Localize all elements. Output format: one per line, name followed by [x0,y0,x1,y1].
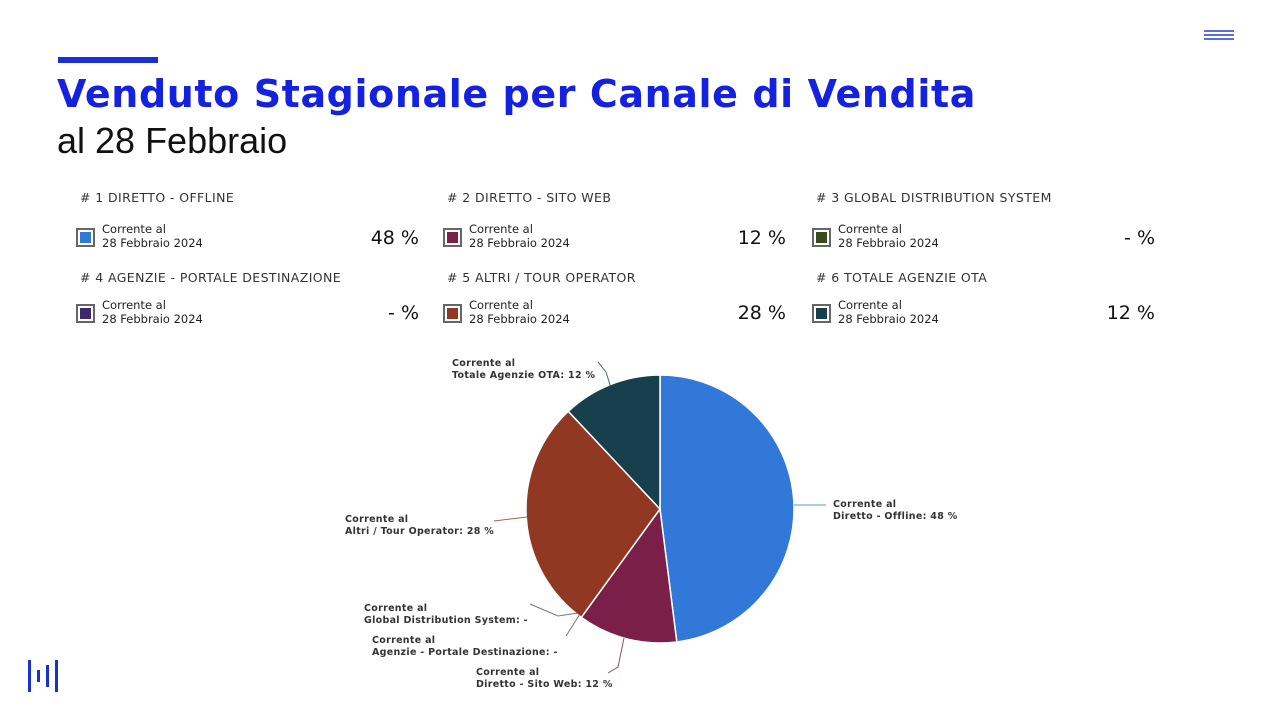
slice-label-diretto-offline: Corrente al Diretto - Offline: 48 % [833,499,958,522]
label-line: 28 Febbraio 2024 [838,312,939,326]
label-line: Corrente al [102,298,166,312]
leader-line-totale-agenzie-ota [597,361,612,389]
slice-label-altri-tour-operator: Corrente al Altri / Tour Operator: 28 % [345,514,494,537]
slice-label-line: Agenzie - Portale Destinazione: - [372,647,558,658]
legend-card-global-distribution: # 3 GLOBAL DISTRIBUTION SYSTEM Corrente … [812,190,1157,250]
slice-label-line: Corrente al [833,499,896,510]
slice-label-global-distribution: Corrente al Global Distribution System: - [364,603,528,626]
legend-card-value: 48 % [370,227,419,249]
legend-card-altri-tour-operator: # 5 ALTRI / TOUR OPERATOR Corrente al 28 … [443,270,788,330]
slice-label-line: Corrente al [345,514,408,525]
brand-logo-icon [28,660,62,692]
legend-swatch [812,304,831,323]
page-subtitle: al 28 Febbraio [57,120,288,161]
swatch-fill [447,308,458,319]
legend-card-title: # 6 TOTALE AGENZIE OTA [816,270,988,285]
legend-swatch [76,228,95,247]
label-line: Corrente al [469,222,533,236]
leader-line-altri-tour-operator [493,516,528,522]
legend-card-label: Corrente al 28 Febbraio 2024 [469,298,570,326]
legend-card-value: 28 % [737,302,786,324]
label-line: 28 Febbraio 2024 [838,236,939,250]
legend-card-label: Corrente al 28 Febbraio 2024 [102,298,203,326]
legend-card-title: # 3 GLOBAL DISTRIBUTION SYSTEM [816,190,1052,205]
legend-card-label: Corrente al 28 Febbraio 2024 [838,222,939,250]
label-line: Corrente al [838,298,902,312]
slice-label-agenzie-portale: Corrente al Agenzie - Portale Destinazion… [372,635,558,658]
legend-card-label: Corrente al 28 Febbraio 2024 [102,222,203,250]
legend-card-diretto-offline: # 1 DIRETTO - OFFLINE Corrente al 28 Febb… [76,190,421,250]
swatch-fill [447,232,458,243]
logo-bar [37,670,40,682]
legend-card-label: Corrente al 28 Febbraio 2024 [469,222,570,250]
slice-label-line: Altri / Tour Operator: 28 % [345,526,494,537]
label-line: 28 Febbraio 2024 [469,312,570,326]
page-title: Venduto Stagionale per Canale di Vendita [57,72,976,116]
logo-bar [28,660,31,692]
label-line: Corrente al [838,222,902,236]
menu-line [1204,34,1234,36]
slice-label-line: Totale Agenzie OTA: 12 % [452,370,595,381]
label-line: Corrente al [469,298,533,312]
legend-card-value: - % [1124,227,1155,249]
legend-swatch [812,228,831,247]
swatch-fill [80,232,91,243]
legend-card-agenzie-portale: # 4 AGENZIE - PORTALE DESTINAZIONE Corre… [76,270,421,330]
legend-card-totale-agenzie-ota: # 6 TOTALE AGENZIE OTA Corrente al 28 Feb… [812,270,1157,330]
legend-card-value: 12 % [1106,302,1155,324]
legend-card-title: # 4 AGENZIE - PORTALE DESTINAZIONE [80,270,342,285]
slice-label-line: Corrente al [476,667,539,678]
legend-swatch [443,228,462,247]
pie-slice-totale-agenzie-ota [567,374,661,511]
label-line: 28 Febbraio 2024 [102,236,203,250]
legend-card-title: # 1 DIRETTO - OFFLINE [80,190,235,205]
slice-label-totale-agenzie-ota: Corrente al Totale Agenzie OTA: 12 % [452,358,595,381]
leader-line-agenzie-portale [565,613,581,637]
legend-card-title: # 5 ALTRI / TOUR OPERATOR [447,270,636,285]
logo-bar [46,665,49,687]
slice-label-line: Global Distribution System: - [364,615,528,626]
pie-slice-diretto-offline [659,374,795,643]
slice-label-line: Diretto - Sito Web: 12 % [476,679,613,690]
leader-line-diretto-sito-web [607,637,625,674]
menu-line [1204,30,1234,32]
slice-label-line: Corrente al [452,358,515,369]
title-accent-bar [58,57,158,63]
legend-card-value: 12 % [737,227,786,249]
legend-swatch [443,304,462,323]
menu-line [1204,38,1234,40]
pie-slice-diretto-sito-web [580,507,678,644]
slice-label-line: Corrente al [364,603,427,614]
slice-label-line: Diretto - Offline: 48 % [833,511,958,522]
logo-bar [55,660,58,692]
legend-card-title: # 2 DIRETTO - SITO WEB [447,190,612,205]
label-line: 28 Febbraio 2024 [102,312,203,326]
legend-swatch [76,304,95,323]
swatch-fill [80,308,91,319]
swatch-fill [816,232,827,243]
swatch-fill [816,308,827,319]
legend-card-diretto-sito-web: # 2 DIRETTO - SITO WEB Corrente al 28 Feb… [443,190,788,250]
legend-card-label: Corrente al 28 Febbraio 2024 [838,298,939,326]
slice-label-diretto-sito-web: Corrente al Diretto - Sito Web: 12 % [476,667,613,690]
label-line: 28 Febbraio 2024 [469,236,570,250]
label-line: Corrente al [102,222,166,236]
leader-line-global-distribution [529,603,579,617]
slice-label-line: Corrente al [372,635,435,646]
legend-card-value: - % [388,302,419,324]
hamburger-menu-icon[interactable] [1204,30,1234,42]
